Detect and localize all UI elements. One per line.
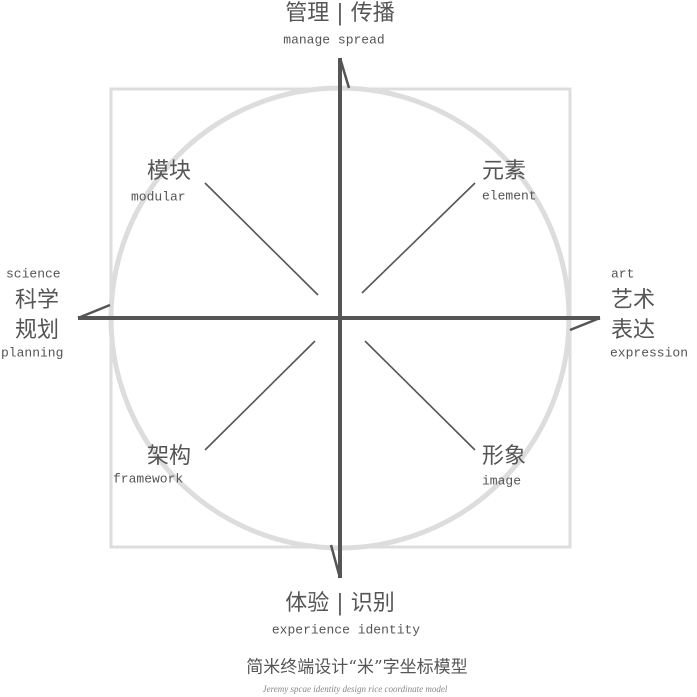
quadrant-sublabel: modular (131, 189, 186, 204)
axis-label: 管理 | 传播 (285, 1, 394, 26)
quadrant-sublabel: framework (113, 471, 183, 486)
axis-sublabel: expression (610, 345, 688, 360)
quadrant-label: 形象 (482, 444, 526, 469)
axis-tick (569, 316, 601, 332)
axis-label: 体验 | 识别 (285, 591, 394, 616)
axis-label: 科学 (15, 288, 59, 313)
axis-label: 规划 (15, 318, 59, 343)
axes (77, 57, 601, 579)
diagonals (204, 182, 476, 451)
caption-subtitle: Jeremy spcae identity design rice coordi… (263, 684, 448, 694)
axis-sublabel: science (6, 266, 61, 281)
caption-title: 简米终端设计“米”字坐标模型 (246, 658, 467, 678)
axis-tick (77, 303, 111, 320)
axis-label: 表达 (611, 318, 655, 343)
quadrant-label: 模块 (147, 159, 191, 184)
axis-sublabel: manage spread (283, 32, 384, 47)
axis-tick (329, 544, 342, 579)
axis-label: 艺术 (611, 288, 655, 313)
quadrant-label: 元素 (482, 159, 526, 184)
diagonal (204, 182, 319, 296)
diagonal (204, 340, 316, 451)
axis-sublabel: planning (1, 345, 63, 360)
diagonal (361, 182, 476, 294)
quadrant-sublabel: element (482, 188, 537, 203)
diagonal (364, 340, 476, 451)
quadrant-label: 架构 (147, 444, 191, 469)
axis-sublabel: art (611, 266, 634, 281)
axis-sublabel: experience identity (272, 622, 420, 637)
quadrant-sublabel: image (482, 473, 521, 488)
axis-tick (338, 57, 351, 89)
